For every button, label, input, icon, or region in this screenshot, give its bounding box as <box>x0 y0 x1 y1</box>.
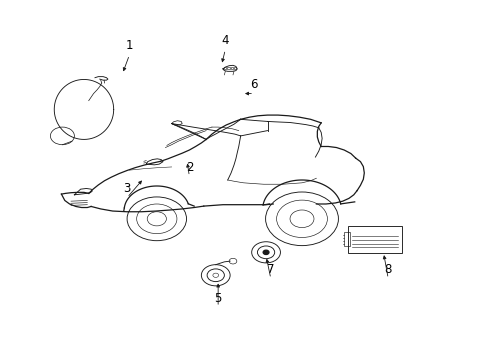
Text: 1: 1 <box>125 40 133 53</box>
Circle shape <box>263 250 268 255</box>
Bar <box>227 67 229 69</box>
Bar <box>230 67 232 69</box>
Bar <box>233 67 236 69</box>
Text: 8: 8 <box>384 264 391 276</box>
Text: 4: 4 <box>221 34 228 47</box>
Text: 7: 7 <box>266 264 274 276</box>
Bar <box>224 67 226 69</box>
Text: 6: 6 <box>250 78 257 91</box>
Text: 2: 2 <box>185 161 193 174</box>
Text: 5: 5 <box>214 292 222 305</box>
Text: 3: 3 <box>123 182 130 195</box>
